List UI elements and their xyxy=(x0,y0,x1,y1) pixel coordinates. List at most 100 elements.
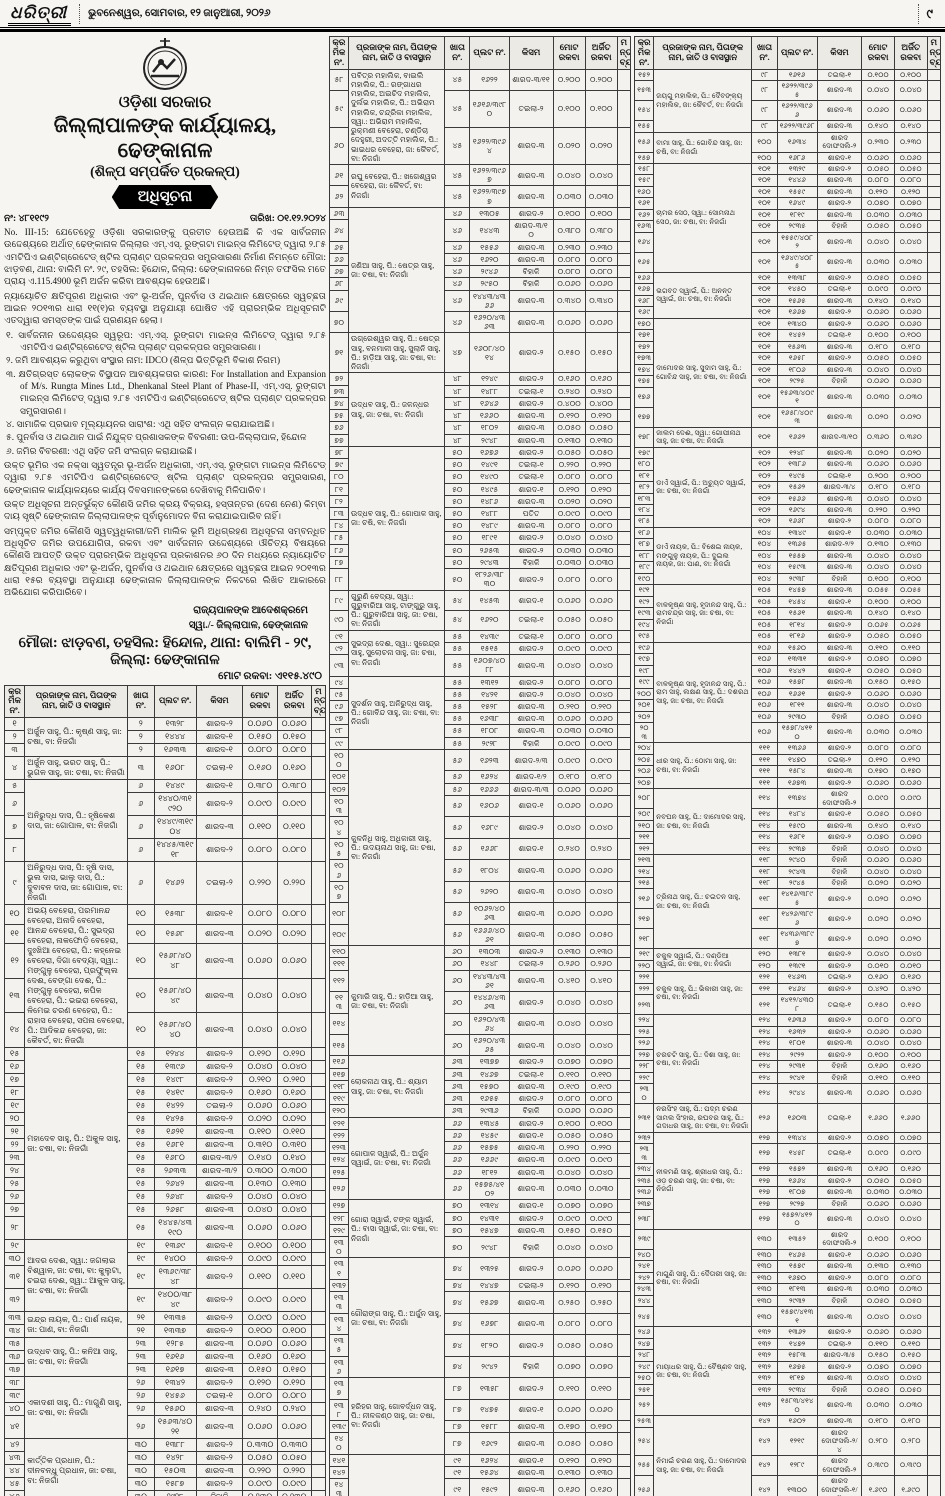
owner-name-cell: ଅଭୟ ବେହେରା, ପରମାନନ୍ଦ ବେହେରା, ଅନାଦି ବେହେର… xyxy=(24,904,129,1049)
table-cell: ୧୬୪୯ xyxy=(776,197,818,210)
table-cell: ୨୧୬ xyxy=(634,888,655,910)
table-cell: ୧୪୯୫ xyxy=(776,469,818,483)
table-row: ୫୮ ପବିତ୍ର ମହାଲିକ, ବାଇଲି ମହାଲିକ, ପି.: ରଙ୍ଗ… xyxy=(328,68,631,165)
table-cell: ୧୬୭ xyxy=(634,283,655,296)
table-cell: ୦.୧୧୦ xyxy=(276,1125,312,1140)
table-cell: ୦.୧୩୦ xyxy=(584,433,618,447)
owner-name-cell: ନବଘନ ସାହୁ, ପି.: ଦାମୋଦର ସାହୁ, ଜା: ଚଷା, ବା… xyxy=(653,788,753,856)
table-cell: ୦.୦୪୦ xyxy=(861,842,895,856)
table-cell xyxy=(616,1128,631,1143)
table-cell: ୨୯୩୪ xyxy=(776,1383,818,1397)
table-cell: ୭୦ xyxy=(444,1211,471,1225)
table-cell: ୬୩ xyxy=(444,1104,471,1118)
table-cell: ୧୬୧୭ xyxy=(153,1363,197,1378)
column-header: ପ୍ଲଟ ନଂ. xyxy=(776,36,818,70)
table-cell: ୦.୦୫୦ xyxy=(552,923,586,947)
table-cell xyxy=(616,1199,631,1213)
table-cell: ୧୬୭୬ xyxy=(469,445,510,460)
table-cell: ୦.୦୭୦ xyxy=(861,831,895,844)
table-cell xyxy=(926,742,942,755)
table-cell: ୧୫୨ xyxy=(634,68,655,82)
table-cell: ୦.୧୭୦ xyxy=(552,1419,586,1434)
table-cell: ୧୬୩୪ xyxy=(776,131,818,153)
signature-collector-line: ସ୍ୱା./- ଜିଲ୍ଲାପାଳ, ଢେଙ୍କାନାଳ xyxy=(188,619,308,631)
table-cell: ୧୬୧ xyxy=(634,197,655,210)
table-row: ୬ ୬ ୧୪୪୦/୩୧୯୨୦ ଶାରଦ-୨ ୦.୦୯୦ ୦.୦୯୦ xyxy=(4,792,326,817)
table-cell: ଶାରଦ-୨/୩ xyxy=(508,748,554,772)
table-cell: ୦.୦୬୦ xyxy=(552,1104,586,1118)
table-cell: ଶାରଦ-୩ xyxy=(195,1125,244,1140)
table-cell: ୦.୧୯୦ xyxy=(552,1079,586,1094)
table-cell xyxy=(926,426,942,448)
table-cell: ୧୦୪ xyxy=(751,538,778,551)
table-row: ୧୧୨ ୬୦ ୧୪୪୩/୪୩୬୧ ଶାରଦ-୩ ୦.୪୧୦ ୦.୪୧୦ xyxy=(328,969,631,993)
table-cell: ୨୯୪୪ xyxy=(776,1083,818,1105)
table-cell: ୯୮ xyxy=(751,120,778,133)
table-row: ୧୦୬ ୫୬ ୧୮୦୪ ଶାରଦ-୩ ୦.୦୬୦ ୦.୦୬୦ xyxy=(328,859,631,882)
table-cell: ୨୧୧ xyxy=(634,831,655,844)
table-cell: ୧ xyxy=(4,717,26,732)
table-cell: ଶାରଦ-୩ xyxy=(508,311,554,334)
table-cell: ୧୦୨ xyxy=(751,458,778,471)
table-cell xyxy=(616,1141,631,1155)
table-cell: ୦.୦୪୦ xyxy=(861,865,895,879)
table-cell: ୦.୦୯୦ xyxy=(861,1143,895,1165)
table-row: ୨୫୧ ୧୩୨ ୨୯୩୪ ବିହାଳି ୦.୦୫୦ ୦.୦୫୦ xyxy=(634,1383,942,1397)
table-cell: ଶାରଦ-୨ xyxy=(195,1288,244,1313)
table-cell: ୧୩୨୯ xyxy=(776,162,818,176)
table-row: ୧୮୫ ୧୦୨ ୧୬୬୮ ଶାରଦ-୨ ୦.୦୮୦ ୦.୦୮୦ xyxy=(634,515,942,528)
table-cell: ୧୧୮ xyxy=(751,928,778,950)
table-cell xyxy=(616,1153,631,1167)
table-cell: ୧୦୪ xyxy=(751,561,778,574)
table-row: ୧୧୩ ୬୦ ୧୪୪୬/୪୩୬୩ ଶାରଦ-୨ ୦.୦୪୦ ୦.୦୪୦ xyxy=(328,991,631,1014)
table-cell: ୧୨୭ xyxy=(751,1174,778,1188)
table-cell xyxy=(616,837,631,861)
column-header: ଅର୍ଜିତ ରକବା xyxy=(276,684,312,719)
table-cell xyxy=(616,1291,631,1314)
table-cell: ୧୬୭୩ xyxy=(776,776,818,790)
table-cell: ୫୦ xyxy=(444,470,471,484)
table-cell: ୧୬୨୦/୪୩୬୫ xyxy=(469,1034,510,1057)
table-cell: ୧୩୬ xyxy=(328,1355,349,1379)
table-cell xyxy=(926,664,942,678)
table-cell: ୦.୧୫୦ xyxy=(893,1349,928,1362)
table-row: ୧୩୩ ୭୪ ୧୫୬୭ ଶାରଦ-୩ ୦.୨୫୦ ୦.୨୫୦ xyxy=(328,1291,631,1314)
table-cell: ୦.୦୩୦ xyxy=(893,251,928,273)
table-cell: ୦.୦୬୦ xyxy=(861,151,895,165)
table-cell: ଶାରଦ-୩ xyxy=(508,240,554,254)
table-cell: ବିହାଳି xyxy=(816,220,863,233)
table-cell: ଶାରଦ-୨ xyxy=(816,776,863,790)
column-header: ମୋଟ ରକବା xyxy=(861,36,895,70)
owner-name-cell: ଅର୍ଜୁନ ସାହୁ, ଭରତ ସାହୁ, ପି.: ଭୁଗଳ ସାହୁ, ଜ… xyxy=(24,756,129,781)
table-cell: ୧୪୧୬/୩୮୯୫ xyxy=(776,888,818,910)
table-cell: ୦.୧୬୦ xyxy=(584,372,618,386)
table-cell xyxy=(310,779,326,794)
table-cell: ୧୬୬୯ xyxy=(469,1153,510,1167)
table-cell xyxy=(310,923,326,945)
header-rule-thin xyxy=(0,27,945,28)
table-cell: ୬୩ xyxy=(444,1092,471,1106)
owner-name-cell: ଡାଏଁ ସ୍ୱାଇଁ, ପି.: ଅଚ୍ୟୁତ ସ୍ୱାଇଁ, ଜା: ଚଷା… xyxy=(653,446,753,528)
table-cell: ୦.୦୯୦ xyxy=(242,792,278,817)
table-cell: ୧୨୭ xyxy=(751,1197,778,1211)
table-cell: ୧୯ xyxy=(4,1099,26,1114)
table-cell: ଶାରଦ-୩ xyxy=(508,185,554,208)
table-cell: ଶାରଦ-୨ xyxy=(195,1311,244,1326)
owner-name-cell: କୁଳନିଧି ସାହୁ, ଅଧିକାରୀ ସାହୁ, ପି.: ଉଦୟନାଥ … xyxy=(347,748,446,947)
table-cell: ୦.୦୫୦ xyxy=(893,710,928,724)
table-row: ୩୦ ୧୯ ୧୪୦୦ ଶାରଦ-୨ ୦.୦୯୦ ୦.୦୯୦ xyxy=(4,1252,326,1267)
table-cell: ଶାରଦ-୩ xyxy=(816,765,863,778)
table-cell: ୦.୨୧୦ xyxy=(552,699,586,714)
table-cell: ୧୩୦ xyxy=(751,1260,778,1273)
table-cell: ୩୦ xyxy=(127,1490,155,1496)
table-cell: ୧୪୪୨ xyxy=(776,664,818,678)
table-cell: ୬୦ xyxy=(444,1012,471,1036)
table-cell: ୦.୧୪୦ xyxy=(893,819,928,833)
table-cell xyxy=(926,676,942,689)
table-cell: ୧୩୮୧ xyxy=(776,948,818,961)
table-cell: ୨୫୬ xyxy=(634,1475,655,1496)
table-cell: ୫୫ xyxy=(444,641,471,656)
table-cell: ୦.୦୬୦ xyxy=(584,902,618,925)
column-header: ଖାତା ନଂ. xyxy=(127,684,155,719)
table-cell: ୦.୦୨୦ xyxy=(861,908,895,930)
